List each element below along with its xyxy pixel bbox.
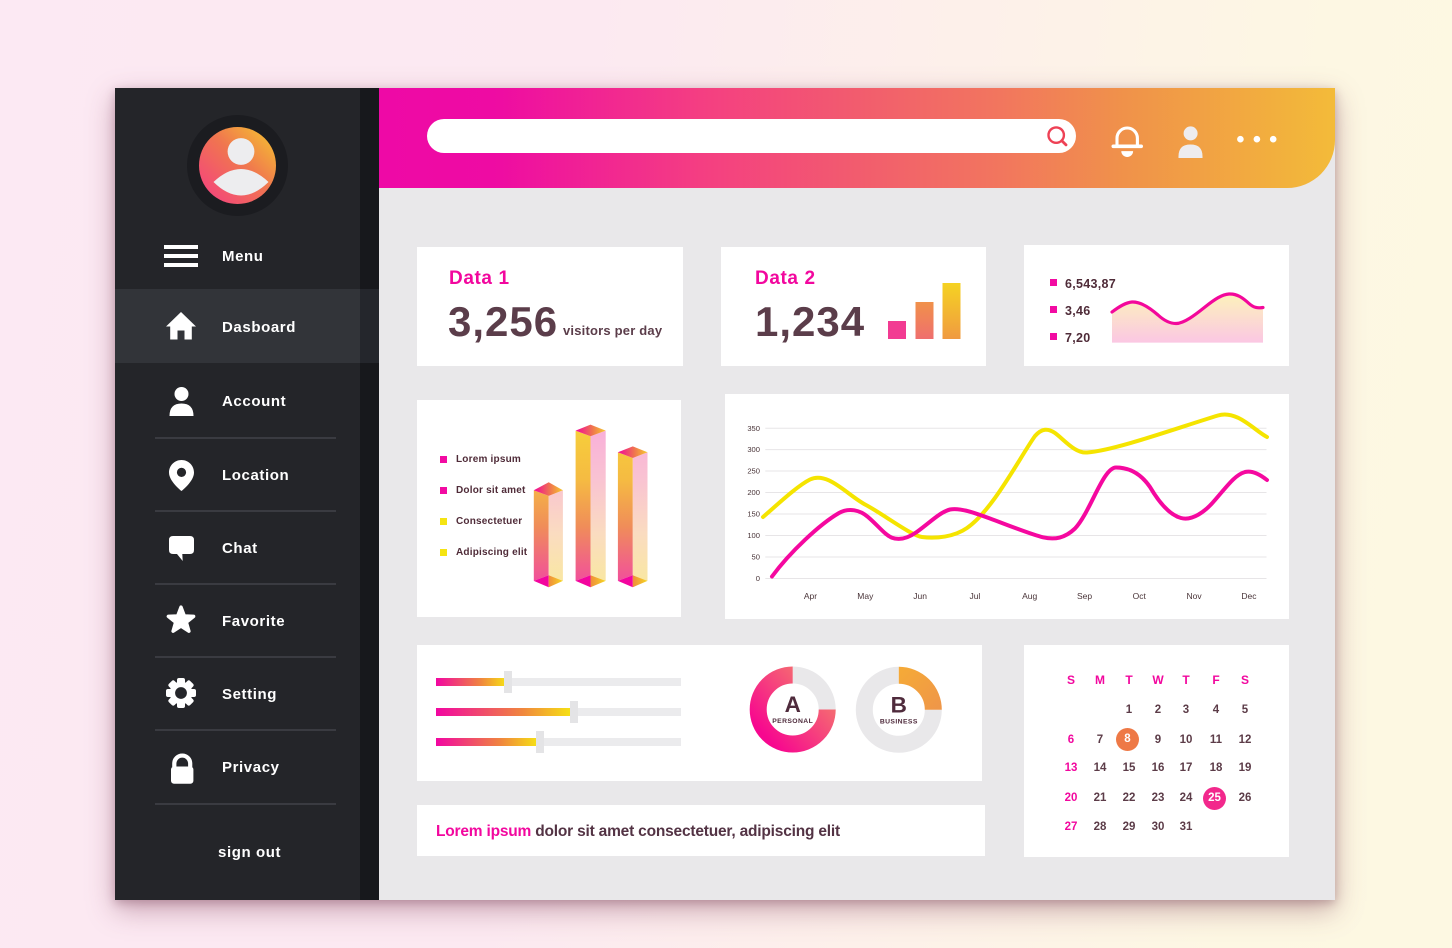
svg-text:200: 200 [747,488,760,497]
svg-text:Sep: Sep [1077,591,1092,601]
svg-text:150: 150 [747,510,760,519]
svg-text:0: 0 [756,574,760,583]
svg-text:BUSINESS: BUSINESS [880,718,918,725]
svg-text:Dec: Dec [1241,591,1257,601]
svg-text:350: 350 [747,424,760,433]
svg-text:Jul: Jul [969,591,980,601]
svg-text:Nov: Nov [1187,591,1203,601]
svg-text:Apr: Apr [804,591,817,601]
svg-text:PERSONAL: PERSONAL [772,718,813,725]
svg-text:100: 100 [747,531,760,540]
svg-text:May: May [857,591,874,601]
svg-text:A: A [785,692,801,717]
svg-text:Jun: Jun [913,591,927,601]
svg-text:Oct: Oct [1133,591,1147,601]
svg-text:B: B [891,692,907,717]
svg-text:250: 250 [747,467,760,476]
svg-text:Aug: Aug [1022,591,1037,601]
svg-text:300: 300 [747,445,760,454]
svg-text:50: 50 [752,553,760,562]
